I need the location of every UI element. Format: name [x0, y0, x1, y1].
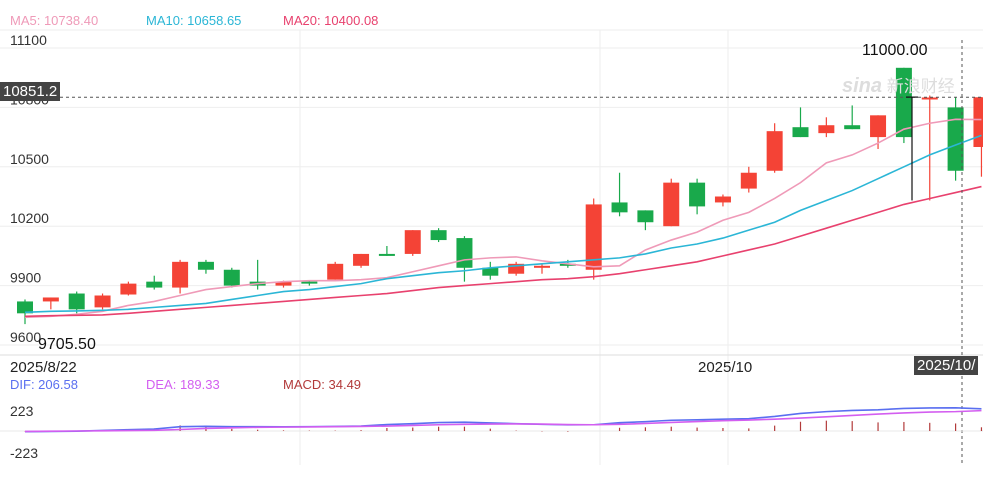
- candle-body-22: [585, 204, 602, 270]
- candle-body-10: [275, 281, 292, 286]
- y-tick-price-4: 9900: [10, 270, 41, 286]
- cursor-date-label: 2025/10/: [914, 356, 979, 375]
- candle-body-3: [94, 295, 111, 308]
- candle-body-34: [895, 67, 912, 138]
- candle-body-29: [766, 131, 783, 171]
- candle-body-32: [844, 125, 861, 130]
- candle-body-31: [818, 125, 835, 134]
- candle-body-35: [921, 97, 938, 100]
- legend-dif: DIF: 206.58: [10, 377, 78, 392]
- candle-body-33: [870, 115, 887, 138]
- candle-body-26: [689, 182, 706, 207]
- watermark-brand: sina: [842, 75, 883, 97]
- candle-body-37: [973, 97, 983, 147]
- candle-body-28: [740, 172, 757, 189]
- candle-body-4: [120, 283, 137, 295]
- candle-body-11: [301, 281, 318, 284]
- candle-body-23: [611, 202, 628, 213]
- ma-line-ma20: [24, 185, 982, 318]
- candle-body-12: [327, 263, 344, 280]
- candle-body-6: [172, 261, 189, 288]
- x-tick-oct: 2025/10: [698, 359, 753, 376]
- candle-body-1: [42, 297, 59, 302]
- macd-line-dif: [24, 407, 982, 433]
- candle-body-2: [68, 293, 85, 310]
- candle-body-36: [947, 107, 964, 171]
- y-tick-macd-0: 223: [10, 403, 34, 419]
- y-tick-macd-1: -223: [10, 445, 38, 461]
- candle-body-19: [508, 263, 525, 274]
- legend-ma5: MA5: 10738.40: [10, 13, 99, 28]
- macd-line-dea: [24, 409, 982, 433]
- high-annotation: 11000.00: [862, 42, 928, 59]
- y-tick-price-0: 11100: [10, 32, 47, 48]
- y-tick-price-2: 10500: [10, 151, 49, 167]
- candle-body-18: [482, 267, 499, 276]
- x-tick-start: 2025/8/22: [10, 359, 77, 376]
- candle-body-27: [714, 196, 731, 203]
- watermark-text: 新浪财经: [886, 77, 955, 96]
- candle-body-0: [17, 301, 33, 314]
- y-tick-price-5: 9600: [10, 329, 41, 345]
- legend-ma10: MA10: 10658.65: [146, 13, 242, 28]
- sina-watermark: sina 新浪财经: [842, 72, 955, 98]
- candle-body-7: [197, 261, 214, 270]
- candle-body-13: [353, 253, 370, 266]
- candle-body-21: [559, 263, 576, 266]
- candle-body-14: [378, 253, 395, 256]
- ma-line-ma10: [24, 134, 982, 314]
- candle-body-24: [637, 210, 654, 223]
- legend-macd: MACD: 34.49: [283, 377, 362, 392]
- candle-body-8: [223, 269, 240, 286]
- legend-ma20: MA20: 10400.08: [283, 13, 379, 28]
- ma-line-ma5: [24, 118, 982, 319]
- cursor-price-label: 10851.2: [0, 82, 61, 101]
- candle-body-15: [404, 230, 421, 254]
- candle-body-5: [146, 281, 163, 288]
- low-annotation: 9705.50: [38, 336, 96, 353]
- candle-body-17: [456, 238, 473, 268]
- candle-body-25: [663, 182, 680, 227]
- candle-body-20: [534, 265, 550, 268]
- legend-dea: DEA: 189.33: [146, 377, 220, 392]
- candle-body-30: [792, 127, 809, 138]
- candle-body-16: [430, 230, 447, 241]
- y-tick-price-3: 10200: [10, 210, 49, 226]
